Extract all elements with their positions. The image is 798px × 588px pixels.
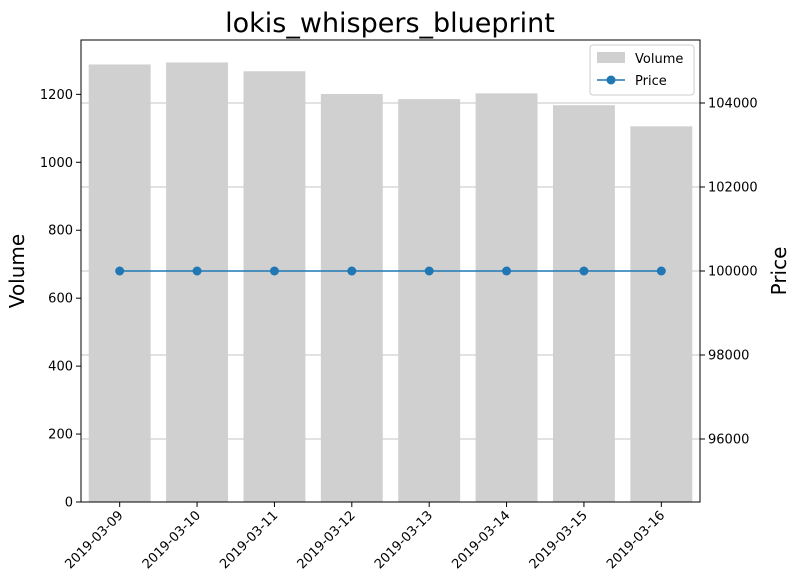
price-point [192,266,202,276]
y-tick-label: 0 [65,496,73,511]
x-tick-label: 2019-03-14 [449,508,513,572]
price-point [115,266,125,276]
price-point [502,266,512,276]
price-axis: 96000 98000 100000 102000 104000 [700,97,758,448]
volume-bar [398,99,461,502]
price-point [579,266,589,276]
y-tick-label: 800 [48,224,73,239]
volume-bar [475,93,538,502]
price-line-group [115,266,666,276]
y2-tick-label: 104000 [708,97,758,112]
x-tick-label: 2019-03-15 [527,508,591,572]
price-point [269,266,279,276]
x-tick-label: 2019-03-13 [372,508,436,572]
volume-bars [88,62,693,503]
y2-tick-label: 102000 [708,181,758,196]
volume-bar [88,64,151,502]
x-tick-label: 2019-03-09 [62,508,126,572]
y-axis-label: Volume [5,234,29,308]
price-point [347,266,357,276]
y-tick-label: 200 [48,428,73,443]
volume-bar [552,105,615,503]
y-tick-label: 400 [48,360,73,375]
y2-axis-label: Price [767,247,791,296]
y2-tick-label: 96000 [708,433,749,448]
volume-bar [630,126,693,503]
y2-tick-label: 98000 [708,349,749,364]
y-tick-label: 1200 [40,88,73,103]
x-tick-label: 2019-03-11 [217,508,281,572]
x-tick-label: 2019-03-10 [140,508,204,572]
x-tick-label: 2019-03-12 [295,508,359,572]
chart-title: lokis_whispers_blueprint [225,8,555,39]
y-tick-label: 600 [48,292,73,307]
price-point [424,266,434,276]
legend-volume-swatch [597,52,625,63]
legend-price-label: Price [635,74,667,89]
price-point [656,266,666,276]
x-tick-label: 2019-03-16 [604,508,668,572]
y2-tick-label: 100000 [708,265,758,280]
y-tick-label: 1000 [40,156,73,171]
legend: Volume Price [589,44,695,96]
legend-price-marker [606,75,616,85]
date-axis: 2019-03-09 2019-03-10 2019-03-11 2019-03-12… [62,502,668,572]
legend-volume-label: Volume [635,52,683,67]
volume-bar [320,94,383,502]
volume-bar [166,62,229,502]
volume-bar [243,71,306,503]
volume-axis: 0 200 400 600 800 1000 1200 [40,88,81,511]
